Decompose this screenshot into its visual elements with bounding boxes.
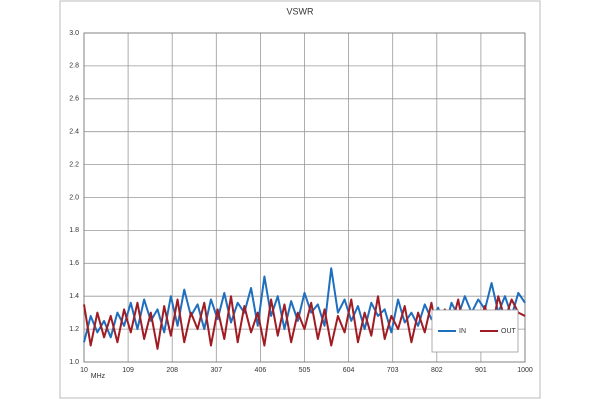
x-tick-label: 307 xyxy=(210,367,222,374)
x-axis-label: MHz xyxy=(91,373,106,380)
x-tick-label: 703 xyxy=(387,367,399,374)
legend-label: OUT xyxy=(501,328,517,335)
y-tick-label: 3.0 xyxy=(69,30,79,37)
legend-label: IN xyxy=(459,328,466,335)
x-tick-label: 604 xyxy=(343,367,355,374)
y-tick-label: 1.8 xyxy=(69,227,79,234)
x-tick-label: 901 xyxy=(475,367,487,374)
x-tick-label: 505 xyxy=(299,367,311,374)
x-tick-label: 802 xyxy=(431,367,443,374)
y-tick-label: 1.2 xyxy=(69,326,79,333)
x-tick-label: 208 xyxy=(166,367,178,374)
y-tick-label: 2.2 xyxy=(69,161,79,168)
plot-border xyxy=(83,32,526,363)
x-tick-label: 10 xyxy=(80,367,88,374)
y-tick-label: 2.6 xyxy=(69,96,79,103)
chart-title: VSWR xyxy=(287,6,315,16)
y-tick-label: 2.4 xyxy=(69,129,79,136)
series-line xyxy=(83,267,526,343)
y-tick-label: 2.8 xyxy=(69,63,79,70)
x-tick-label: 109 xyxy=(122,367,134,374)
y-tick-label: 1.0 xyxy=(69,359,79,366)
x-tick-label: 1000 xyxy=(517,367,533,374)
y-tick-label: 1.4 xyxy=(69,293,79,300)
x-tick-label: 406 xyxy=(255,367,267,374)
y-tick-label: 1.6 xyxy=(69,260,79,267)
y-tick-label: 2.0 xyxy=(69,194,79,201)
